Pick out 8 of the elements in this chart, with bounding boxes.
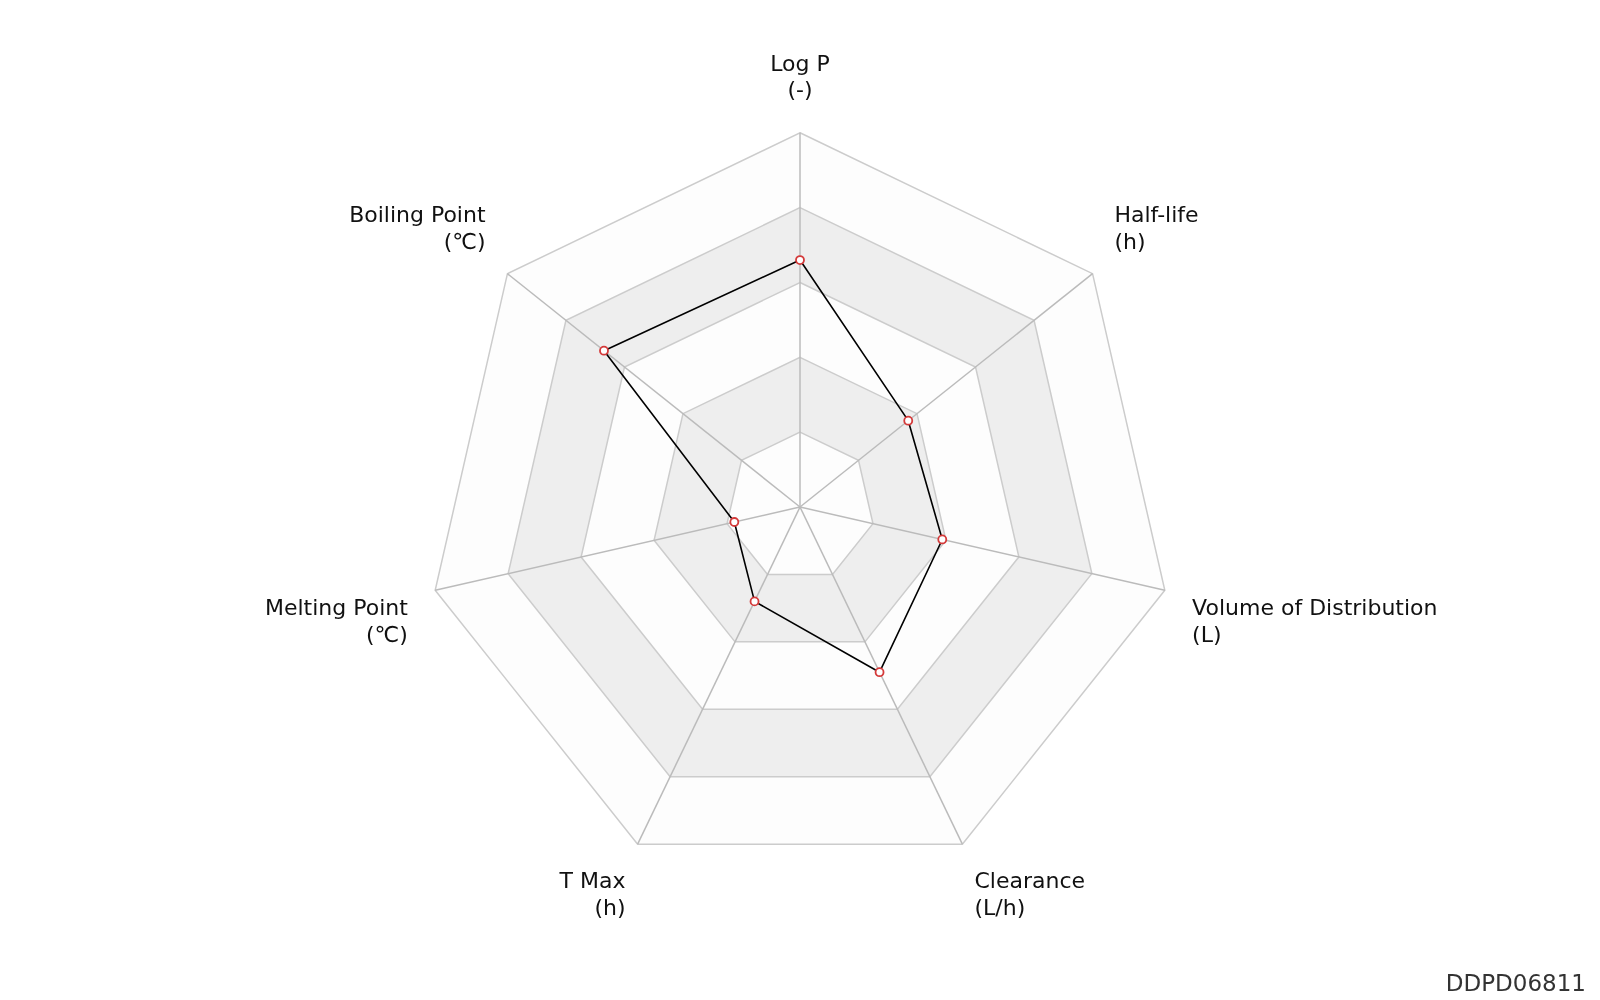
spoke-label: Half-life (h) — [1114, 202, 1199, 254]
spoke-label: Log P (-) — [770, 50, 830, 103]
text: DDPD06811 — [1445, 970, 1586, 996]
spoke-label: Clearance (L/h) — [974, 868, 1086, 920]
spoke-label: T Max (h) — [558, 868, 626, 920]
spoke-label: Boiling Point (℃) — [349, 202, 486, 254]
spoke-label: Volume of Distribution (L) — [1192, 595, 1438, 647]
spoke-label: Melting Point (℃) — [264, 595, 409, 647]
